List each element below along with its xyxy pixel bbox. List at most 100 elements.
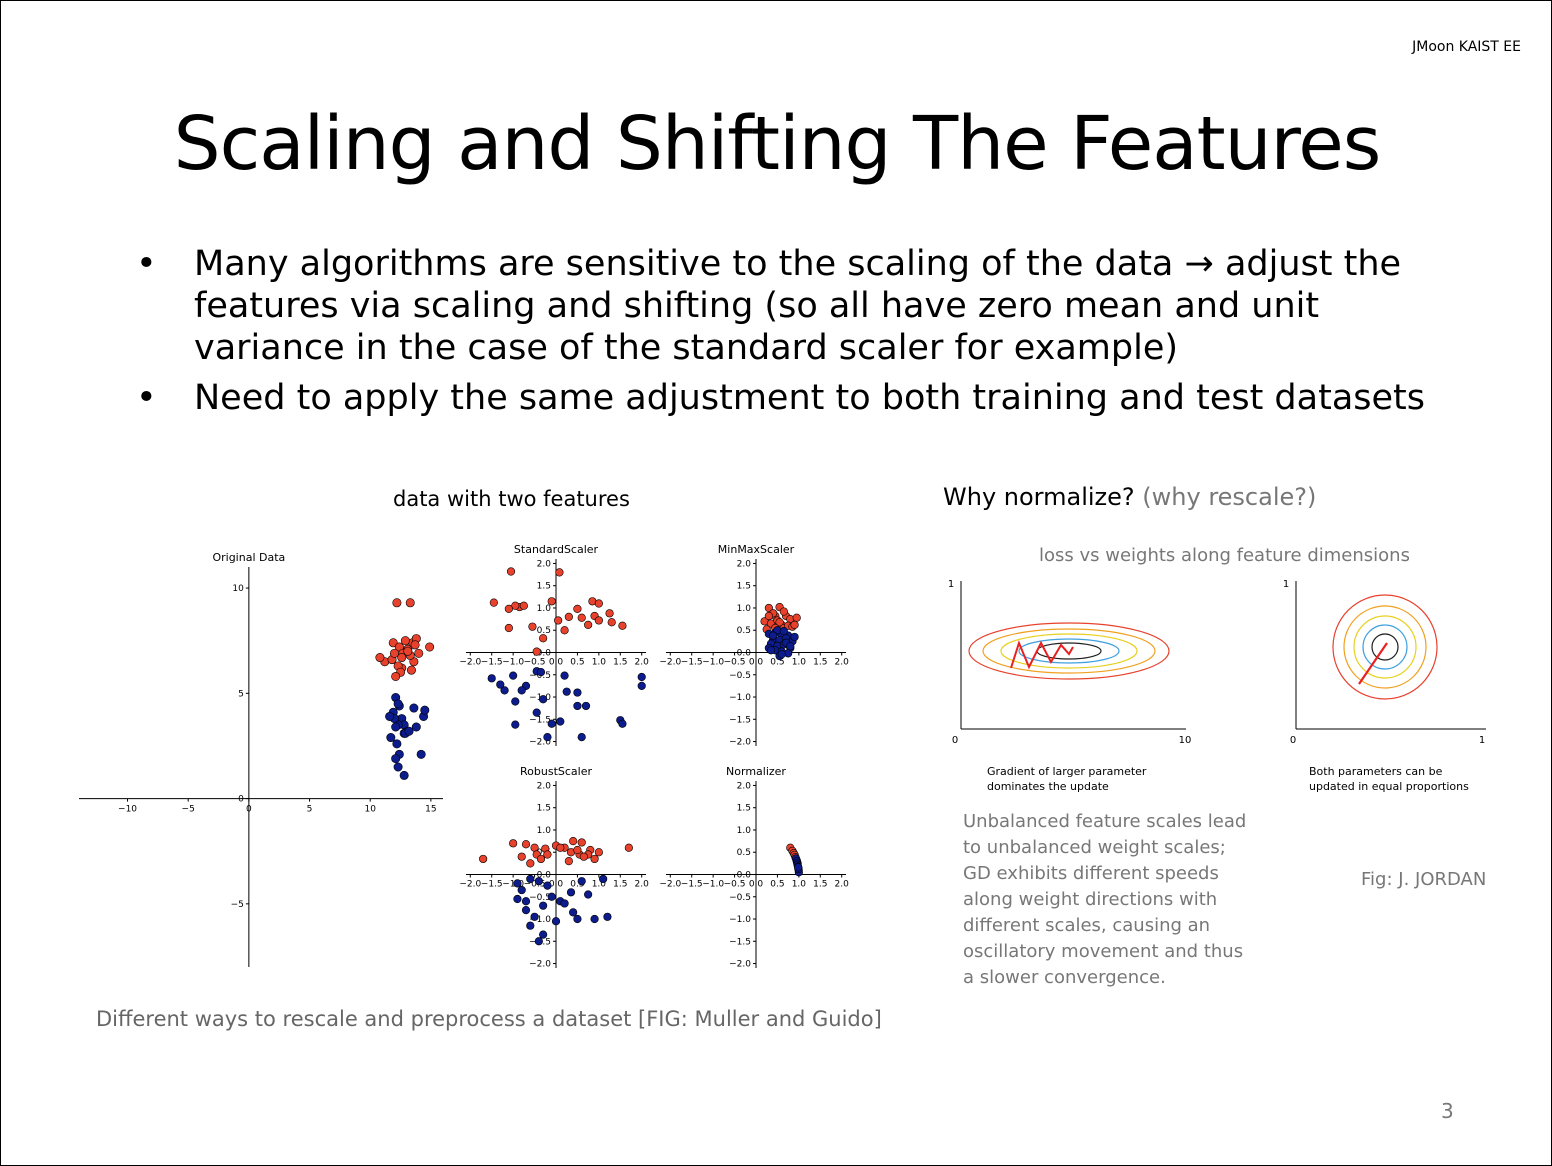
gradient-path-arrow	[1010, 640, 1074, 670]
explanation-text: Unbalanced feature scales lead to unbala…	[963, 811, 1247, 988]
loss-subtitle: loss vs weights along feature dimensions	[1039, 545, 1410, 566]
scatter-point	[584, 890, 593, 899]
panel-caption: dominates the update	[987, 780, 1109, 793]
scatter-point	[564, 612, 573, 621]
y-tick-label: 0.5	[537, 626, 551, 636]
scatter-point	[551, 917, 561, 926]
x-tick-label: 0.0	[549, 880, 564, 890]
scatter-point	[777, 650, 786, 659]
scatter-point	[605, 609, 614, 618]
x-tick-label: 0.0	[549, 658, 564, 668]
scaler-scatter-figure: Original Data −10 −5 0 5 10 15 10 5 0 −5 StandardSc…	[79, 543, 849, 970]
contour-ring	[1362, 624, 1408, 670]
bullet-list: • Many algorithms are sensitive to the s…	[131, 243, 1441, 427]
x-tick-label: 1.0	[792, 658, 807, 668]
scatter-point	[513, 879, 522, 888]
scatter-point	[775, 618, 784, 627]
scatter-point	[420, 705, 430, 715]
scatter-point	[579, 852, 588, 861]
y-tick-label: −2.0	[529, 738, 551, 748]
contour-ring	[1036, 642, 1102, 660]
y-tick-label: 2.0	[737, 559, 752, 569]
x-tick-label: 0	[1290, 735, 1296, 746]
y-tick-label: −1.5	[729, 715, 751, 725]
x-tick-label: −1.5	[681, 658, 703, 668]
scatter-point	[577, 732, 586, 742]
y-tick-label: 1.0	[737, 604, 752, 614]
x-tick-label: 0.0	[749, 658, 764, 668]
panel-title: MinMaxScaler	[718, 543, 795, 556]
scatter-point	[560, 899, 569, 908]
x-tick-label: 0.5	[570, 658, 584, 668]
y-tick-label: −1.0	[729, 693, 751, 703]
panel-caption: Gradient of larger parameter	[987, 765, 1147, 778]
scatter-point	[539, 901, 548, 910]
scatter-point	[521, 840, 531, 849]
scatter-point	[405, 598, 415, 608]
x-tick-label: −1.0	[502, 658, 524, 668]
scatter-point	[573, 845, 582, 855]
panel-title: Normalizer	[726, 765, 786, 778]
x-tick-label: −0.5	[524, 658, 546, 668]
bullet-text: Many algorithms are sensitive to the sca…	[194, 244, 1402, 368]
scatter-point	[573, 914, 582, 924]
scatter-point	[547, 892, 556, 901]
scatter-point	[577, 838, 586, 847]
contour-ring	[968, 622, 1170, 680]
x-tick-label: 0.5	[770, 880, 784, 890]
page-number: 3	[1441, 1099, 1454, 1123]
contour-figure: 1 0 10 Gradient of larger parameter domi…	[948, 579, 1486, 793]
scatter-point	[389, 648, 399, 658]
y-tick-label: −2.0	[729, 738, 751, 748]
bullet-item: • Many algorithms are sensitive to the s…	[131, 243, 1441, 369]
scatter-point	[581, 701, 591, 711]
y-tick-label: −0.5	[729, 893, 751, 903]
scatter-point	[555, 568, 564, 577]
y-tick-label: 0.0	[537, 649, 552, 659]
figure-caption: data with two features	[393, 487, 630, 511]
scatter-point	[766, 646, 776, 655]
scatter-point	[590, 854, 599, 864]
x-tick-label: 1.5	[613, 880, 627, 890]
y-tick-label: 1.0	[737, 826, 752, 836]
y-tick-label: 0	[238, 795, 244, 805]
scatter-point	[411, 722, 421, 732]
scatter-point	[517, 686, 526, 695]
scatter-point	[536, 667, 546, 677]
scatter-point	[790, 620, 799, 629]
scatter-point	[521, 906, 531, 915]
scatter-point	[489, 598, 498, 607]
scatter-point	[618, 621, 627, 630]
scatter-point	[414, 648, 424, 658]
scatter-point	[526, 874, 535, 884]
y-tick-label: −0.5	[729, 671, 751, 681]
scatter-point	[560, 671, 569, 680]
scatter-point	[543, 850, 552, 859]
x-tick-label: −5	[182, 805, 195, 815]
why-heading-sub: (why rescale?)	[1142, 483, 1317, 511]
scatter-point	[607, 618, 616, 627]
scatter-point	[397, 653, 407, 663]
y-tick-label: 2.0	[537, 781, 552, 791]
y-tick-label: 0.5	[737, 626, 751, 636]
y-tick-label: 0.0	[537, 871, 552, 881]
scatter-point	[603, 912, 612, 921]
scatter-point	[526, 859, 535, 868]
x-tick-label: −0.5	[524, 880, 546, 890]
scatter-point	[594, 616, 603, 625]
x-tick-label: 2.0	[635, 658, 650, 668]
scatter-point	[779, 627, 788, 636]
y-tick-label: 1.0	[537, 826, 552, 836]
scatter-point	[479, 854, 488, 864]
scatter-point	[573, 688, 582, 697]
scatter-point	[393, 762, 403, 772]
scatter-point	[794, 863, 803, 872]
scatter-panel: StandardScaler−2.0 −1.5 −1.0 −0.5 0.0 0.5 1.0 1…	[459, 543, 649, 748]
scatter-point	[786, 642, 795, 651]
x-tick-label: 10	[1179, 735, 1192, 746]
x-tick-label: 5	[307, 805, 313, 815]
y-tick-label: 1	[948, 579, 954, 590]
x-tick-label: 1.5	[813, 880, 827, 890]
scatter-point	[519, 601, 528, 610]
scatter-point	[624, 843, 633, 852]
